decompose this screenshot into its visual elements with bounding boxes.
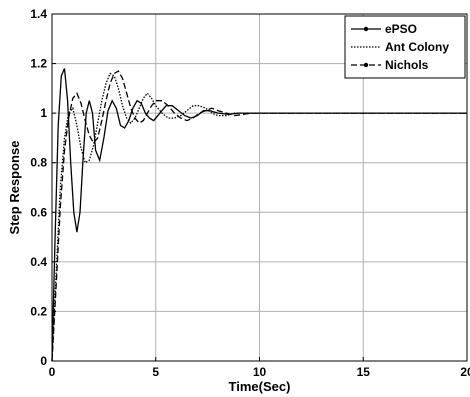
x-tick-label: 20 <box>460 365 470 379</box>
legend-box <box>344 15 466 79</box>
x-tick-label: 0 <box>49 365 56 379</box>
y-tick-label: 0.4 <box>30 255 47 269</box>
y-tick-label: 1 <box>40 106 47 120</box>
series-line-ant-colony <box>51 72 467 362</box>
plot-series <box>51 68 467 362</box>
legend-label-nichols: Nichols <box>385 58 429 72</box>
x-tick-label: 5 <box>152 365 159 379</box>
legend: ePSO Ant Colony Nichols <box>344 15 466 79</box>
x-tick-label: 15 <box>357 365 371 379</box>
y-tick-label: 0.6 <box>30 205 47 219</box>
x-tick-label: 10 <box>253 365 267 379</box>
y-tick-label: 1.2 <box>30 57 47 71</box>
y-tick-label: 1.4 <box>30 7 47 21</box>
legend-label-ant-colony: Ant Colony <box>385 40 449 54</box>
legend-marker-epso <box>363 26 369 32</box>
y-tick-label: 0.2 <box>30 304 47 318</box>
series-line-epso <box>51 68 467 362</box>
legend-marker-nichols <box>363 62 369 68</box>
y-axis-label: Step Response <box>7 141 22 235</box>
legend-label-epso: ePSO <box>385 22 417 36</box>
y-tick-label: 0 <box>40 354 47 368</box>
x-axis-label: Time(Sec) <box>229 379 291 394</box>
y-tick-label: 0.8 <box>30 156 47 170</box>
axis-ticks: 0 5 10 15 20 0 0.2 0.4 0.6 0.8 1 1.2 1.4 <box>30 7 470 379</box>
